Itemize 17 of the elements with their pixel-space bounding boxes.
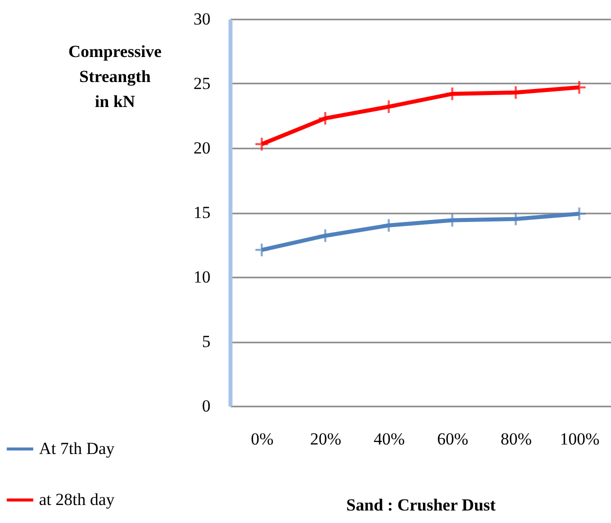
x-tick-label: 60%: [437, 430, 468, 448]
legend-label: At 7th Day: [39, 439, 116, 458]
legend-label: at 28th day: [39, 490, 116, 509]
y-tick-label: 15: [194, 203, 210, 222]
y-tick-label: 5: [202, 332, 210, 351]
y-tick-label: 0: [202, 396, 210, 416]
y-axis-title: Compressive Streangth in kN: [68, 42, 162, 111]
x-tick-label: 0%: [250, 430, 274, 448]
x-tick-label: 80%: [500, 430, 532, 448]
x-tick-label: 100%: [560, 430, 600, 448]
x-axis-title: Sand : Crusher Dust: [346, 496, 496, 514]
y-tick-label: 10: [194, 268, 210, 286]
y-tick-label: 30: [194, 10, 210, 28]
y-tick-label: 25: [194, 74, 210, 93]
x-tick-label: 40%: [374, 430, 405, 448]
y-tick-label: 20: [194, 138, 210, 158]
x-tick-label: 20%: [310, 430, 342, 448]
